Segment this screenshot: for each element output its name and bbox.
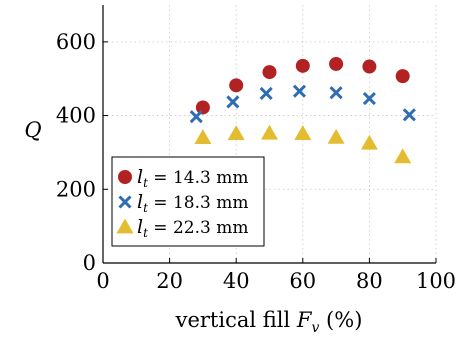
data-point (394, 148, 412, 164)
y-axis-label: Q (24, 118, 41, 142)
x-tick-label: 0 (96, 269, 109, 293)
legend-marker (116, 218, 134, 234)
x-tick-label: 40 (223, 269, 250, 293)
data-point (360, 134, 378, 150)
data-point (195, 100, 210, 115)
y-tick-label: 0 (83, 251, 96, 275)
data-point (329, 56, 344, 71)
data-point (294, 125, 312, 141)
y-tick-label: 200 (56, 177, 96, 201)
data-point (226, 95, 240, 109)
x-tick-label: 20 (156, 269, 183, 293)
legend-label: lt = 18.3 mm (137, 191, 248, 215)
data-point (362, 59, 377, 74)
data-point (329, 86, 343, 100)
y-tick-label: 400 (56, 104, 96, 128)
data-point (229, 78, 244, 93)
data-point (259, 86, 273, 101)
legend-box (111, 156, 265, 247)
data-point (262, 65, 277, 80)
x-tick-label: 80 (356, 269, 383, 293)
data-point (227, 125, 245, 141)
legend-marker (118, 195, 132, 209)
ticks: 0 20 40 60 80 100 0 200 400 600 (56, 30, 456, 293)
x-axis-label: vertical fill Fv (%) (175, 308, 363, 336)
data-marks (189, 56, 416, 164)
data-point (395, 69, 410, 84)
data-point (362, 92, 376, 106)
x-tick-label: 100 (416, 269, 456, 293)
data-point (292, 84, 307, 98)
data-point (295, 58, 310, 73)
data-point (194, 129, 212, 145)
legend-label: lt = 22.3 mm (137, 216, 248, 240)
data-point (402, 108, 416, 122)
data-point (261, 124, 278, 140)
data-point (327, 128, 345, 144)
data-point (189, 110, 203, 124)
axes (102, 5, 436, 264)
x-tick-label: 60 (289, 269, 316, 293)
legend-label: lt = 14.3 mm (137, 166, 248, 190)
y-tick-label: 600 (56, 30, 96, 54)
legend-marker (118, 170, 132, 184)
